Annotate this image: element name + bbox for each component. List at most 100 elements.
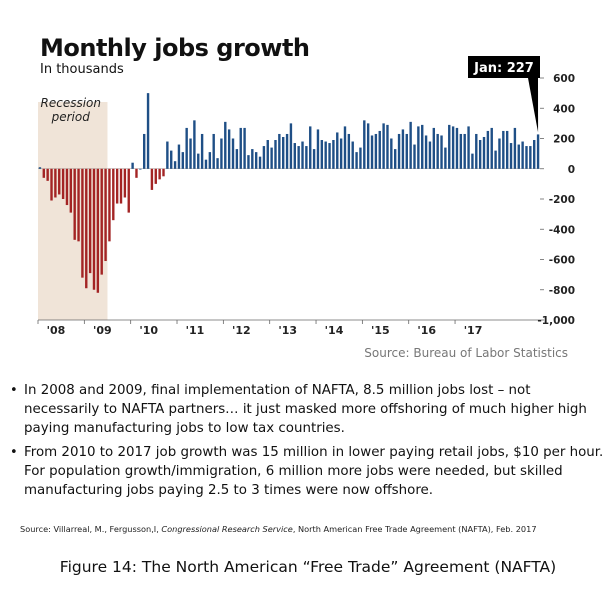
y-tick-label: 600	[553, 73, 575, 85]
x-tick-label: '08	[47, 324, 66, 337]
bullet-text: From 2010 to 2017 job growth was 15 mill…	[24, 445, 604, 498]
bar	[270, 147, 273, 169]
bar	[88, 168, 92, 274]
x-tick-label: '15	[371, 324, 390, 337]
bar	[50, 168, 53, 201]
bar	[432, 127, 436, 169]
bar	[81, 168, 84, 278]
bar	[73, 168, 76, 240]
bar	[85, 168, 88, 289]
bar	[61, 168, 65, 199]
bar	[490, 127, 493, 169]
bar	[517, 144, 520, 169]
chart-subtitle: In thousands	[40, 62, 124, 77]
bullet-item: • From 2010 to 2017 job growth was 15 mi…	[10, 444, 610, 500]
bar	[100, 168, 103, 275]
bar	[312, 149, 316, 169]
bar	[459, 133, 463, 169]
bar	[482, 136, 486, 169]
bar	[451, 126, 455, 169]
callout-label: Jan: 227	[473, 61, 534, 76]
bar	[154, 168, 157, 184]
bar	[131, 162, 134, 169]
bar	[397, 133, 401, 169]
x-tick-label: '12	[232, 324, 251, 337]
bar	[324, 141, 327, 169]
recession-shade	[38, 102, 108, 320]
bar	[108, 168, 111, 242]
bar	[166, 141, 169, 169]
x-tick-label: '14	[325, 324, 344, 337]
citation: Source: Villarreal, M., Fergusson,I, Con…	[20, 524, 610, 534]
bar	[247, 155, 250, 169]
bar	[285, 133, 289, 169]
bar	[440, 135, 443, 169]
bar	[505, 130, 509, 169]
bar	[467, 126, 470, 169]
bar	[212, 133, 215, 169]
bar	[471, 153, 474, 169]
bar	[498, 138, 501, 169]
chart-title: Monthly jobs growth	[40, 34, 310, 62]
bar	[316, 129, 320, 169]
bar	[393, 149, 397, 169]
bar	[135, 168, 138, 178]
chart-panel: Recession period '08 '09 '10 '11 '12 '13 '14 '15 '…	[32, 30, 578, 370]
bar	[112, 168, 115, 221]
bar	[142, 133, 146, 169]
bar	[170, 150, 173, 169]
bar	[239, 127, 242, 169]
bar	[193, 120, 196, 169]
bar	[320, 140, 324, 169]
y-tick-label: -800	[549, 285, 575, 297]
bar	[509, 143, 513, 169]
bar	[119, 168, 123, 204]
bar	[251, 149, 254, 169]
bar	[227, 129, 231, 169]
bar	[417, 126, 420, 169]
bar	[336, 132, 339, 169]
bar	[513, 127, 517, 169]
y-tick-label: 200	[553, 134, 575, 146]
bar	[139, 168, 142, 170]
bar	[463, 133, 466, 169]
bar	[328, 143, 331, 169]
bar	[204, 159, 208, 169]
y-tick-label: -600	[549, 255, 575, 267]
bar	[390, 138, 393, 169]
x-tick-label: '16	[417, 324, 436, 337]
bar	[436, 133, 439, 169]
bar	[536, 134, 540, 169]
bar	[173, 161, 177, 169]
bar	[197, 153, 200, 169]
bar	[58, 168, 61, 195]
x-tick-label: '09	[93, 324, 112, 337]
bar	[181, 152, 185, 169]
bar	[38, 167, 42, 169]
bar	[278, 133, 281, 169]
bar	[220, 138, 223, 169]
bar	[382, 123, 385, 169]
chart-svg: Recession period '08 '09 '10 '11 '12 '13 '14 '15 '…	[37, 56, 575, 337]
bullet-item: • In 2008 and 2009, final implementation…	[10, 382, 610, 438]
bar	[189, 138, 192, 169]
bar	[243, 127, 246, 169]
bar	[289, 123, 293, 169]
bar	[363, 120, 366, 169]
bar	[448, 124, 451, 169]
bullet-dot-icon: •	[10, 383, 18, 398]
bar	[69, 168, 73, 213]
bar	[401, 129, 405, 169]
bar	[258, 156, 262, 169]
bar	[104, 168, 107, 262]
y-tick-label: -400	[549, 224, 575, 236]
bar	[185, 127, 188, 169]
bar	[478, 140, 482, 169]
bar	[254, 152, 258, 169]
bar	[421, 124, 424, 169]
bar	[282, 136, 285, 169]
bar	[123, 168, 127, 198]
y-tick-label: -200	[549, 194, 575, 206]
bar	[92, 168, 96, 290]
bar	[374, 133, 378, 169]
